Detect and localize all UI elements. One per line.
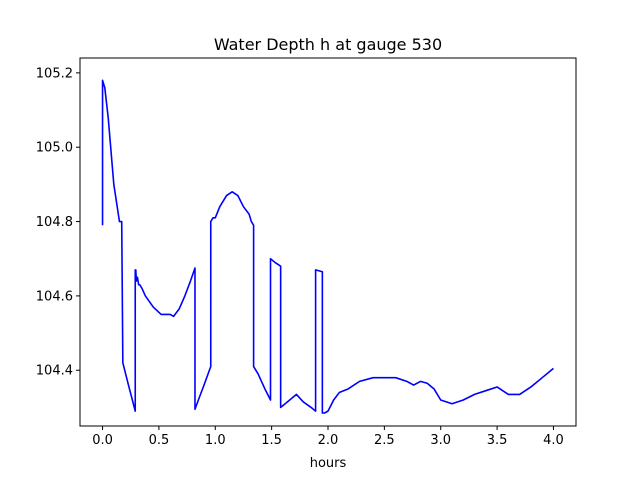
x-tick-label: 4.0 bbox=[543, 433, 564, 448]
x-tick-label: 1.5 bbox=[261, 433, 282, 448]
x-tick-label: 3.5 bbox=[487, 433, 508, 448]
x-tick-label: 0.0 bbox=[92, 433, 113, 448]
y-tick-label: 104.8 bbox=[36, 215, 73, 230]
y-tick-label: 104.6 bbox=[36, 289, 73, 304]
x-axis: 0.0 0.5 1.0 1.5 2.0 2.5 3.0 3.5 4.0 bbox=[92, 426, 564, 448]
y-tick-label: 105.0 bbox=[36, 141, 73, 156]
chart-title: Water Depth h at gauge 530 bbox=[214, 35, 442, 54]
x-tick-label: 2.5 bbox=[374, 433, 395, 448]
x-tick-label: 3.0 bbox=[430, 433, 451, 448]
plot-area bbox=[79, 57, 577, 427]
x-axis-label: hours bbox=[310, 456, 347, 471]
x-tick-label: 2.0 bbox=[318, 433, 339, 448]
x-tick-label: 0.5 bbox=[149, 433, 170, 448]
series-line-1 bbox=[101, 79, 554, 414]
y-axis: 104.4 104.6 104.8 105.0 105.2 bbox=[36, 66, 80, 379]
plot-frame bbox=[79, 57, 577, 427]
y-tick-label: 105.2 bbox=[36, 66, 73, 81]
y-tick-label: 104.4 bbox=[36, 364, 73, 379]
x-tick-label: 1.0 bbox=[205, 433, 226, 448]
